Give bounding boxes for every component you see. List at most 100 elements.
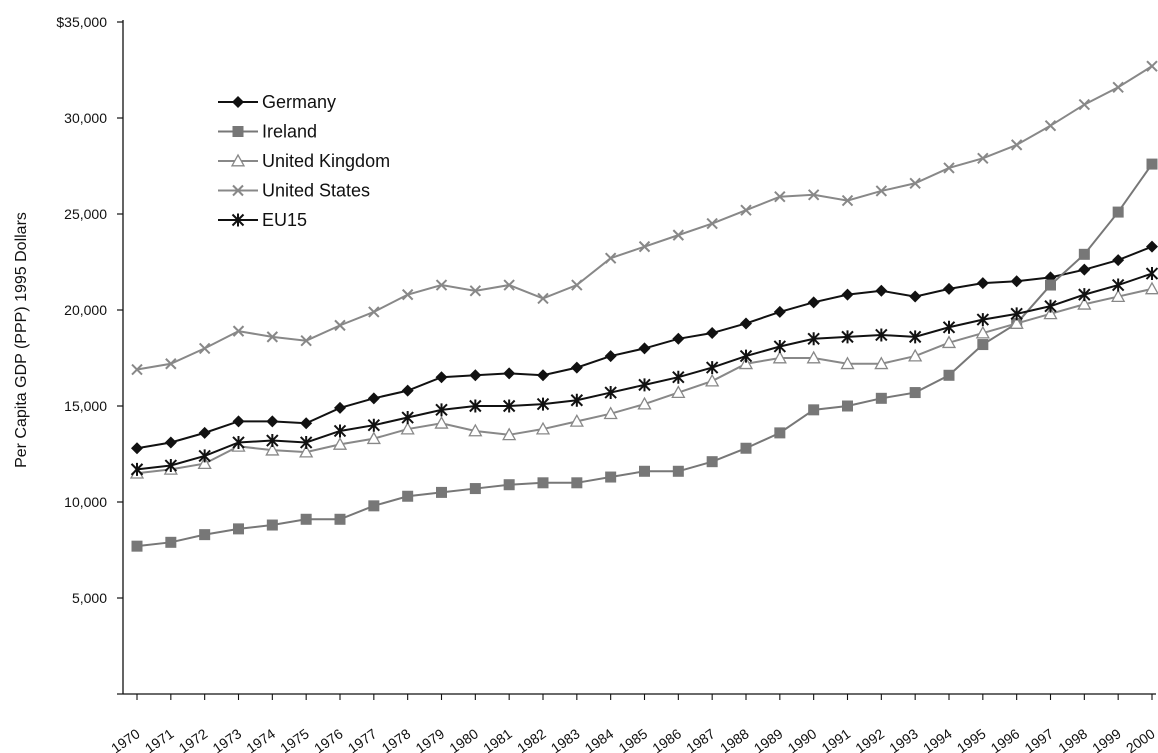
x-tick-label: 1994 bbox=[920, 725, 955, 753]
series-eu15 bbox=[130, 267, 1158, 476]
x-tick-label: 1971 bbox=[142, 725, 177, 753]
data-point bbox=[334, 319, 346, 332]
data-point bbox=[773, 339, 787, 353]
data-point bbox=[570, 393, 584, 407]
legend-item: Germany bbox=[218, 92, 336, 112]
data-point bbox=[368, 500, 380, 512]
data-point bbox=[1111, 278, 1125, 292]
x-tick-label: 1986 bbox=[649, 725, 684, 753]
data-point bbox=[198, 426, 211, 439]
data-point bbox=[1043, 306, 1058, 320]
y-tick-label: 30,000 bbox=[64, 110, 107, 126]
data-point bbox=[740, 442, 752, 454]
data-point bbox=[639, 465, 650, 477]
data-point bbox=[977, 152, 989, 165]
data-point bbox=[1078, 98, 1091, 111]
x-tick-label: 1970 bbox=[108, 725, 143, 753]
data-point bbox=[1111, 289, 1126, 303]
data-point bbox=[1010, 139, 1023, 151]
data-point bbox=[1145, 267, 1158, 281]
data-point bbox=[1146, 60, 1158, 72]
y-tick-label: $35,000 bbox=[56, 14, 107, 30]
data-point bbox=[366, 431, 381, 445]
data-point bbox=[977, 339, 989, 351]
data-point bbox=[265, 442, 280, 456]
y-tick-label: 5,000 bbox=[72, 590, 107, 606]
x-tick-label: 1972 bbox=[176, 725, 211, 753]
y-tick-label: 10,000 bbox=[64, 494, 107, 510]
data-point bbox=[570, 361, 583, 374]
data-point bbox=[875, 185, 888, 197]
data-point bbox=[503, 367, 516, 380]
x-tick-label: 1989 bbox=[751, 725, 786, 753]
x-tick-label: 1983 bbox=[548, 725, 583, 753]
data-point bbox=[740, 317, 752, 330]
data-point bbox=[333, 424, 347, 438]
y-tick-label: 25,000 bbox=[64, 206, 107, 222]
data-point bbox=[300, 417, 313, 430]
legend-label: United Kingdom bbox=[262, 151, 390, 171]
data-point bbox=[198, 449, 211, 463]
data-point bbox=[1044, 299, 1057, 313]
data-point bbox=[535, 421, 551, 435]
data-point bbox=[164, 436, 177, 449]
data-point bbox=[435, 279, 448, 291]
data-point bbox=[774, 191, 786, 203]
data-point bbox=[435, 371, 448, 384]
data-point bbox=[131, 442, 143, 455]
data-point bbox=[503, 479, 515, 491]
data-point bbox=[1112, 81, 1124, 93]
data-point bbox=[1078, 248, 1090, 260]
data-point bbox=[334, 513, 346, 525]
data-point bbox=[232, 415, 245, 428]
data-point bbox=[738, 356, 754, 370]
data-point bbox=[537, 292, 549, 305]
data-point bbox=[672, 370, 685, 384]
data-point bbox=[199, 529, 211, 541]
data-point bbox=[401, 384, 414, 397]
data-point bbox=[233, 523, 244, 535]
data-point bbox=[1044, 119, 1057, 132]
data-point bbox=[1077, 296, 1092, 310]
data-point bbox=[469, 483, 481, 495]
data-point bbox=[537, 369, 549, 382]
data-point bbox=[672, 465, 684, 477]
data-point bbox=[842, 400, 853, 412]
legend-label: United States bbox=[262, 181, 370, 201]
data-point bbox=[300, 513, 312, 525]
series-germany bbox=[131, 240, 1158, 455]
data-point bbox=[706, 327, 719, 340]
data-point bbox=[266, 331, 279, 343]
legend-item: Ireland bbox=[218, 122, 317, 142]
data-point bbox=[841, 330, 854, 344]
data-point bbox=[604, 386, 617, 400]
data-point bbox=[266, 415, 279, 428]
y-tick-label: 15,000 bbox=[64, 398, 107, 414]
data-point bbox=[875, 328, 888, 342]
legend-marker bbox=[232, 96, 244, 108]
data-point bbox=[841, 194, 854, 207]
data-point bbox=[706, 217, 718, 230]
data-point bbox=[604, 350, 617, 363]
data-point bbox=[638, 342, 651, 355]
data-point bbox=[332, 437, 348, 450]
data-point bbox=[266, 519, 278, 531]
legend-marker bbox=[231, 213, 245, 227]
data-point bbox=[705, 373, 720, 387]
data-point bbox=[367, 392, 380, 405]
data-point bbox=[198, 342, 211, 355]
legend-marker bbox=[232, 126, 244, 137]
data-point bbox=[266, 434, 279, 448]
data-point bbox=[875, 284, 888, 297]
series-united-states bbox=[131, 60, 1158, 376]
data-point bbox=[434, 415, 449, 429]
data-point bbox=[739, 349, 753, 363]
x-tick-label: 1976 bbox=[311, 725, 346, 753]
x-tick-label: 1997 bbox=[1022, 725, 1057, 753]
legend: Germany Ireland United Kingdom United State… bbox=[218, 92, 390, 230]
x-tick-label: 1996 bbox=[988, 725, 1023, 753]
data-point bbox=[368, 306, 380, 318]
legend-item: United States bbox=[218, 181, 370, 201]
data-point bbox=[975, 325, 990, 339]
data-point bbox=[1010, 307, 1023, 321]
